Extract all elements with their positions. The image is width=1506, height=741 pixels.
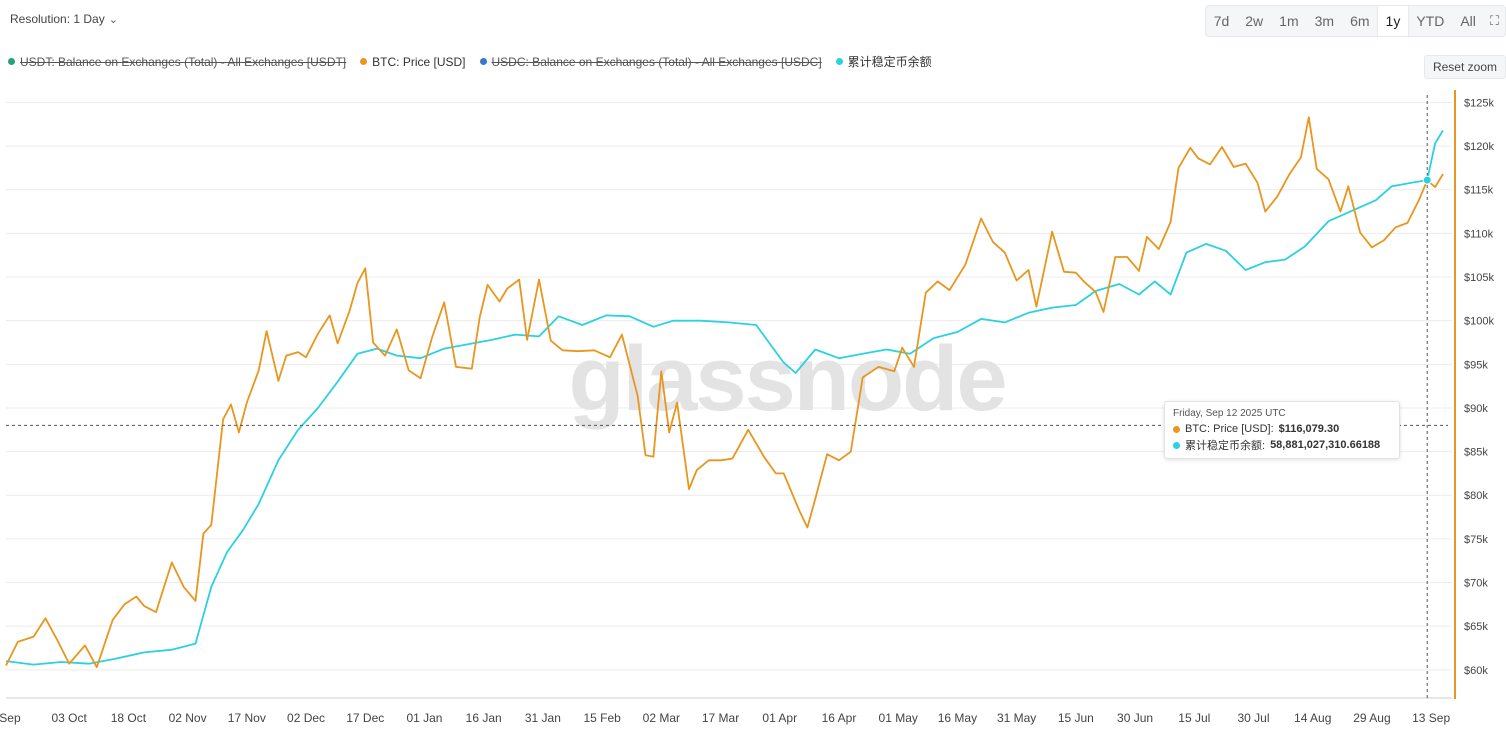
x-tick-label: Sep: [0, 711, 21, 725]
x-axis: Sep 03 Oct 18 Oct 02 Nov 17 Nov 02 Dec 17 Dec 0…: [0, 697, 1452, 725]
x-tick-label: 17 Dec: [346, 711, 384, 725]
legend-label-stablecoin: 累计稳定币余额: [847, 55, 932, 69]
y-axis: $60k $65k $70k $75k $80k $85k $90k $95k $100k $10…: [1454, 90, 1494, 699]
x-tick-label: 01 Apr: [762, 711, 797, 725]
tooltip-row-btc: BTC: Price [USD]: $116,079.30: [1173, 423, 1391, 435]
range-1m-button[interactable]: 1m: [1279, 13, 1299, 29]
legend-item-usdc[interactable]: USDC: Balance on Exchanges (Total) - All…: [479, 53, 822, 70]
x-tick-label: 30 Jun: [1117, 711, 1153, 725]
legend-item-stablecoin[interactable]: 累计稳定币余额: [835, 53, 932, 70]
x-tick-label: 01 Jan: [406, 711, 442, 725]
tooltip-dot-stablecoin: [1173, 441, 1180, 449]
reset-zoom-button[interactable]: Reset zoom: [1423, 55, 1506, 79]
range-ytd-button[interactable]: YTD: [1416, 13, 1445, 29]
range-7d-button[interactable]: 7d: [1213, 13, 1230, 29]
x-tick-label: 29 Aug: [1353, 711, 1390, 725]
tooltip-btc-value: $116,079.30: [1278, 423, 1340, 435]
y-tick-label: $100k: [1464, 316, 1494, 328]
x-tick-label: 18 Oct: [111, 711, 147, 725]
x-tick-label: 03 Oct: [51, 711, 87, 725]
tooltip-dot-btc: [1173, 425, 1180, 433]
series-layer: [5, 116, 1444, 669]
legend-dot-usdt: [8, 58, 15, 65]
resolution-label: Resolution: 1 Day: [10, 12, 105, 26]
x-tick-label: 16 Jan: [466, 711, 502, 725]
x-tick-label: 31 Jan: [525, 711, 561, 725]
legend-label-btc: BTC: Price [USD]: [372, 54, 466, 69]
x-tick-label: 15 Feb: [583, 711, 621, 725]
legend-label-usdt: USDT: Balance on Exchanges (Total) - All…: [20, 54, 347, 69]
x-tick-label: 14 Aug: [1294, 711, 1331, 725]
x-tick-label: 30 Jul: [1237, 711, 1269, 725]
y-tick-label: $75k: [1464, 534, 1488, 546]
y-tick-label: $60k: [1464, 665, 1488, 677]
hover-marker-stablecoin: [1422, 175, 1432, 185]
y-tick-label: $85k: [1464, 447, 1488, 459]
y-tick-label: $115k: [1464, 185, 1494, 197]
watermark-text: glassnode: [568, 328, 1005, 430]
x-tick-label: 02 Nov: [169, 711, 207, 725]
range-all-button[interactable]: All: [1460, 13, 1476, 29]
y-tick-label: $90k: [1464, 403, 1488, 415]
fullscreen-icon[interactable]: ⛶: [1489, 13, 1499, 28]
y-tick-label: $120k: [1464, 141, 1494, 153]
y-tick-label: $65k: [1464, 621, 1488, 633]
legend-dot-usdc: [479, 58, 487, 65]
x-tick-label: 02 Dec: [287, 711, 325, 725]
hover-tooltip: Friday, Sep 12 2025 UTC BTC: Price [USD]…: [1164, 401, 1400, 459]
x-tick-label: 15 Jun: [1058, 711, 1094, 725]
series-line-btc[interactable]: [5, 116, 1444, 669]
grid-lines: [6, 101, 1452, 671]
chevron-down-icon: ⌄: [108, 13, 118, 26]
range-1y-button[interactable]: 1y: [1377, 6, 1409, 36]
x-tick-label: 13 Sep: [1412, 711, 1450, 725]
y-tick-label: $80k: [1464, 490, 1488, 502]
x-tick-label: 01 May: [879, 711, 918, 725]
range-3m-button[interactable]: 3m: [1314, 13, 1335, 29]
tooltip-btc-label: BTC: Price [USD]:: [1185, 423, 1274, 435]
legend-label-usdc: USDC: Balance on Exchanges (Total) - All…: [491, 54, 822, 69]
range-2w-button[interactable]: 2w: [1245, 13, 1264, 29]
legend-item-btc[interactable]: BTC: Price [USD]: [360, 53, 466, 70]
resolution-selector[interactable]: Resolution: 1 Day ⌄: [10, 12, 118, 26]
y-tick-label: $125k: [1464, 97, 1494, 109]
y-tick-label: $70k: [1464, 578, 1488, 590]
chart-legend: USDT: Balance on Exchanges (Total) - All…: [8, 53, 932, 70]
y-tick-label: $110k: [1464, 228, 1494, 240]
time-range-bar: 7d 2w 1m 3m 6m 1y YTD All ⛶: [1204, 5, 1506, 37]
price-chart[interactable]: glassnode $60k $65k $70k $75k $80k $85k $90k $9…: [0, 85, 1506, 741]
x-tick-label: 02 Mar: [643, 711, 680, 725]
legend-item-usdt[interactable]: USDT: Balance on Exchanges (Total) - All…: [8, 53, 346, 70]
x-tick-label: 17 Nov: [228, 711, 266, 725]
y-tick-label: $105k: [1464, 272, 1494, 284]
tooltip-stable-label: 累计稳定币余额:: [1185, 440, 1266, 452]
x-tick-label: 15 Jul: [1178, 711, 1210, 725]
tooltip-stable-value: 58,881,027,310.66188: [1270, 439, 1381, 451]
tooltip-date: Friday, Sep 12 2025 UTC: [1173, 408, 1286, 419]
series-line-stablecoin[interactable]: [5, 129, 1444, 666]
legend-dot-stablecoin: [835, 58, 843, 65]
tooltip-row-stablecoin: 累计稳定币余额: 58,881,027,310.66188: [1173, 437, 1391, 453]
x-tick-label: 16 May: [938, 711, 977, 725]
x-tick-label: 16 Apr: [822, 711, 857, 725]
y-tick-label: $95k: [1464, 359, 1488, 371]
x-tick-label: 17 Mar: [702, 711, 739, 725]
range-6m-button[interactable]: 6m: [1350, 13, 1370, 29]
legend-dot-btc: [360, 58, 368, 65]
x-tick-label: 31 May: [997, 711, 1036, 725]
